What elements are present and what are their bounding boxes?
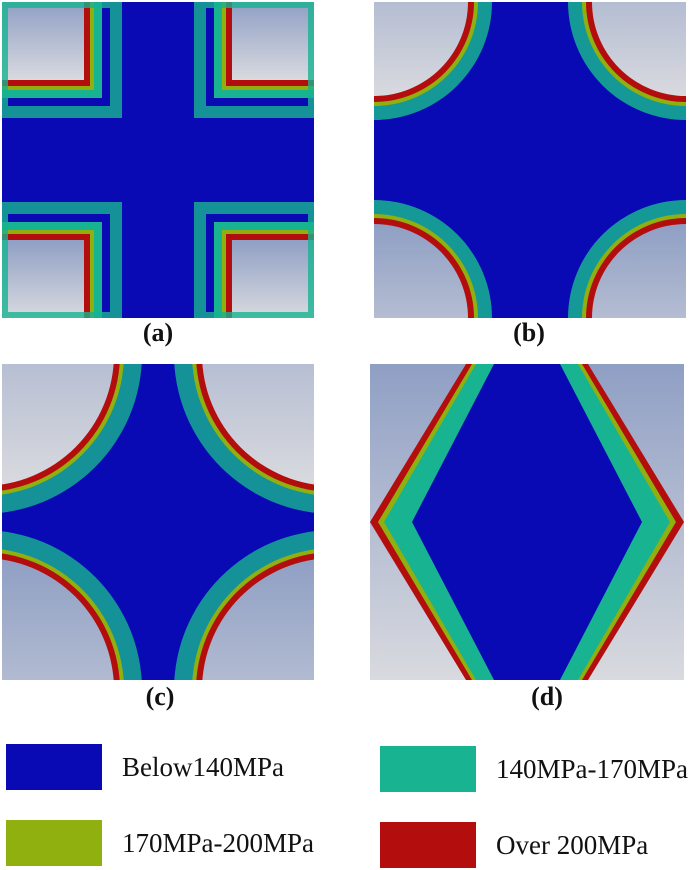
- legend-swatch-over200: [380, 822, 476, 868]
- arc-void-br: [568, 200, 686, 318]
- arc-void-tr: [568, 2, 686, 120]
- legend-item-140-170: 140MPa-170MPa: [380, 746, 688, 792]
- panel-b: [374, 2, 686, 318]
- legend-item-over200: Over 200MPa: [380, 822, 648, 868]
- legend-label-over200: Over 200MPa: [496, 829, 649, 860]
- corner-void-tr: [194, 2, 314, 118]
- caption-a: (a): [142, 318, 174, 347]
- legend-swatch-below140: [6, 744, 102, 790]
- stress-map-d: [370, 364, 684, 680]
- panel-d: [370, 364, 684, 680]
- legend-label-140-170: 140MPa-170MPa: [496, 753, 689, 784]
- arc-void-tl: [374, 2, 492, 120]
- stress-map-b: [374, 2, 686, 318]
- arc-void-tl: [2, 364, 142, 513]
- corner-void-bl: [2, 202, 122, 318]
- caption-c: (c): [145, 682, 175, 711]
- arc-void-bl: [2, 531, 142, 680]
- legend-label-below140: Below140MPa: [122, 751, 284, 782]
- caption-b: (b): [513, 318, 545, 347]
- arc-void-br: [174, 531, 314, 680]
- arc-void-tr: [174, 364, 314, 513]
- arc-void-bl: [374, 200, 492, 318]
- stress-map-c: [2, 364, 314, 680]
- stress-map-a: [2, 2, 314, 318]
- legend-label-170-200: 170MPa-200MPa: [122, 827, 315, 858]
- legend-item-below140: Below140MPa: [6, 744, 284, 790]
- legend-swatch-170-200: [6, 820, 102, 866]
- legend-swatch-140-170: [380, 746, 476, 792]
- corner-void-tl: [2, 2, 122, 118]
- below140-region: [412, 364, 642, 680]
- corner-void-br: [194, 202, 314, 318]
- panel-c: [2, 364, 314, 680]
- caption-d: (d): [531, 682, 563, 711]
- legend-item-170-200: 170MPa-200MPa: [6, 820, 314, 866]
- panel-a: [2, 2, 314, 318]
